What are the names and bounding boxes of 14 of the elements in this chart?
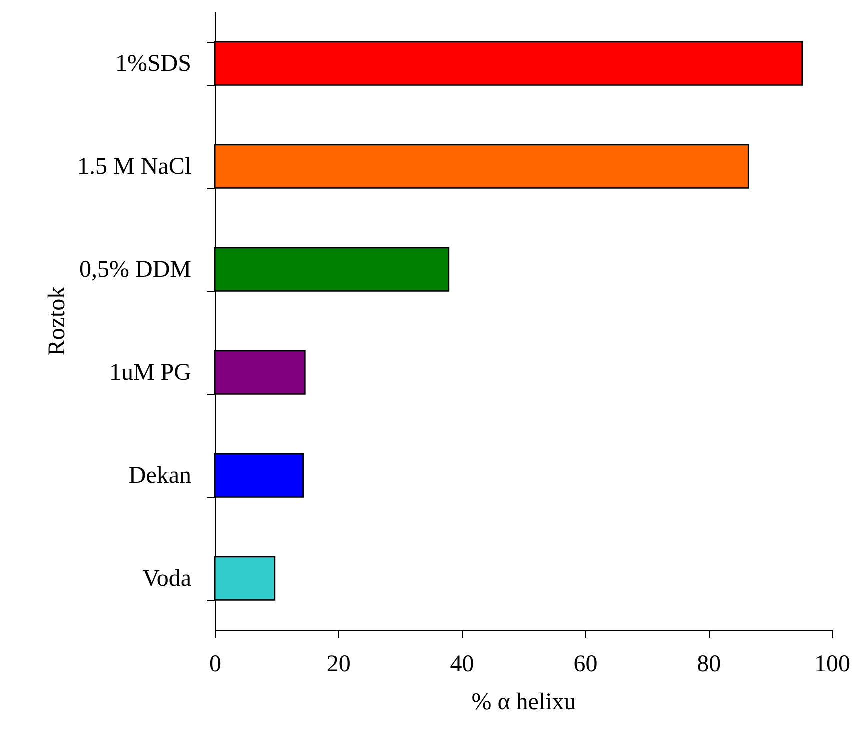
x-axis-title: % α helixu bbox=[472, 690, 576, 716]
x-tick-label: 60 bbox=[574, 652, 598, 678]
y-tick-label: 0,5% DDM bbox=[80, 257, 192, 283]
x-tick-label: 40 bbox=[450, 652, 474, 678]
x-tick-label: 20 bbox=[326, 652, 351, 678]
y-tick-label: Dekan bbox=[128, 463, 192, 489]
x-tick-label: 100 bbox=[814, 652, 850, 678]
y-axis-title: Roztok bbox=[44, 286, 70, 356]
y-tick-label: 1.5 M NaCl bbox=[78, 154, 192, 180]
y-tick-label: 1uM PG bbox=[109, 360, 192, 386]
x-tick-label: 80 bbox=[697, 652, 722, 678]
y-tick-label: Voda bbox=[142, 566, 192, 592]
y-tick-label: 1%SDS bbox=[115, 51, 192, 77]
x-tick-label: 0 bbox=[210, 652, 222, 678]
